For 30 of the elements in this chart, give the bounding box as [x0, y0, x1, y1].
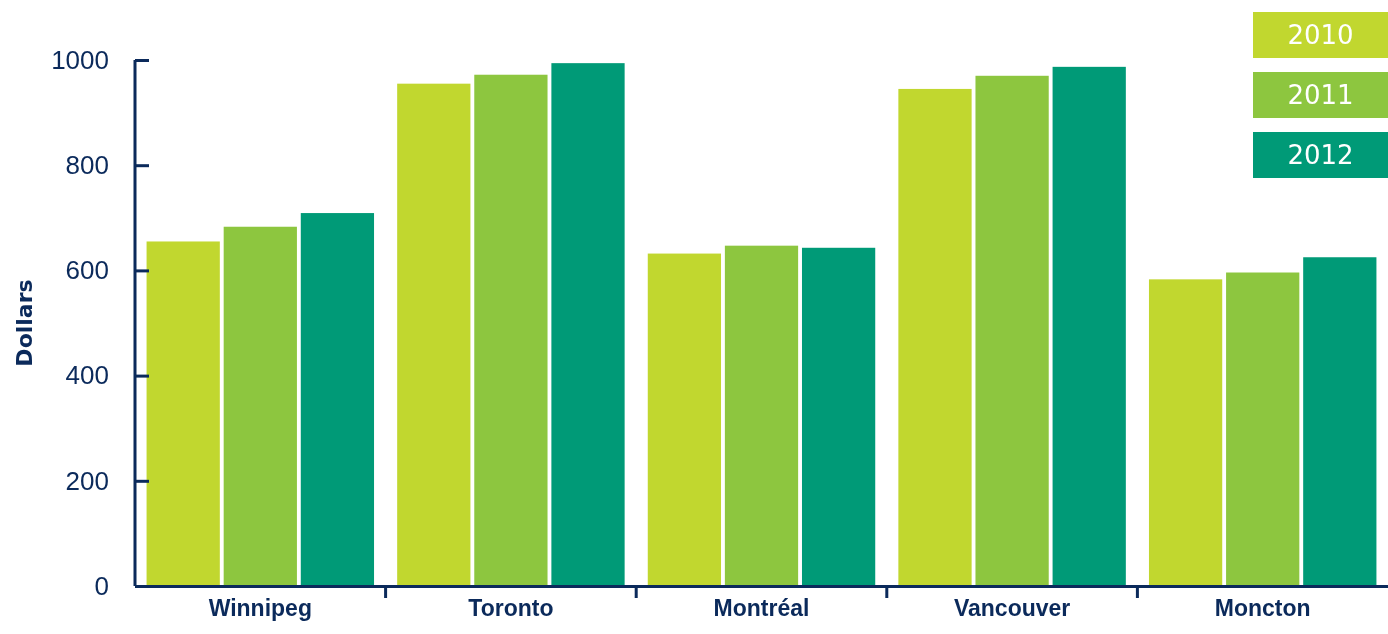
y-axis-title: Dollars — [12, 279, 37, 367]
bar — [1226, 272, 1300, 586]
bar — [474, 74, 548, 586]
bar — [898, 88, 972, 586]
bar — [1303, 257, 1377, 586]
x-tick-label: Vancouver — [953, 595, 1071, 622]
y-tick-label: 600 — [65, 255, 109, 286]
bar — [1148, 279, 1223, 586]
bar — [146, 241, 220, 586]
bar — [647, 253, 722, 586]
x-tick-label: Moncton — [1214, 595, 1311, 622]
x-tick-label: Toronto — [468, 595, 554, 622]
y-tick-label: 1000 — [51, 44, 109, 75]
bar — [724, 245, 799, 586]
y-tick-label: 200 — [65, 465, 109, 496]
y-tick-label: 400 — [65, 360, 109, 391]
bar — [1052, 66, 1126, 586]
bar — [975, 75, 1049, 586]
text: 2011 — [1287, 80, 1354, 110]
y-tick-label: 800 — [65, 150, 109, 181]
x-tick-label: Montréal — [713, 595, 810, 622]
bar — [551, 63, 625, 586]
y-tick-label: 0 — [94, 570, 109, 601]
bar — [223, 226, 297, 586]
text: 2010 — [1287, 20, 1354, 50]
bar — [397, 83, 471, 586]
bar — [300, 213, 375, 586]
bar — [801, 247, 876, 586]
text: 2012 — [1287, 140, 1354, 170]
x-tick-label: Winnipeg — [208, 595, 312, 622]
